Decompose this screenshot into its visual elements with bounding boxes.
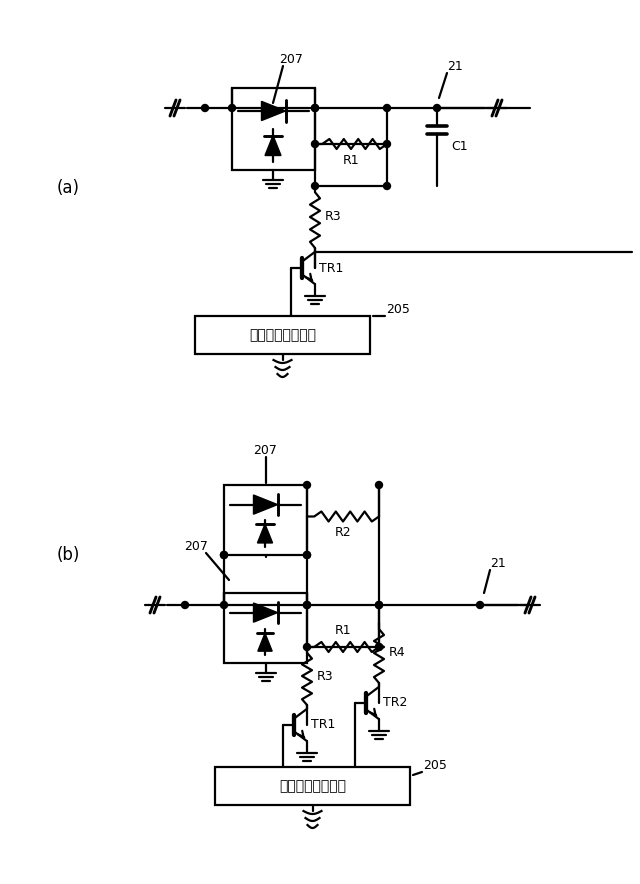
Circle shape <box>303 644 310 651</box>
Circle shape <box>221 552 227 559</box>
Bar <box>224 593 307 663</box>
Circle shape <box>312 104 319 111</box>
Text: 21: 21 <box>490 557 506 570</box>
Circle shape <box>303 552 310 559</box>
Text: オンオフ制御回路: オンオフ制御回路 <box>249 328 316 342</box>
Circle shape <box>182 601 189 608</box>
Bar <box>215 767 410 805</box>
Circle shape <box>303 601 310 608</box>
Circle shape <box>383 182 390 189</box>
Polygon shape <box>262 102 285 120</box>
Circle shape <box>433 104 440 111</box>
Circle shape <box>312 104 319 111</box>
Polygon shape <box>253 603 278 622</box>
Circle shape <box>312 141 319 148</box>
Polygon shape <box>265 135 281 156</box>
Text: TR1: TR1 <box>319 262 343 275</box>
Text: (a): (a) <box>56 179 79 197</box>
Circle shape <box>303 482 310 489</box>
Circle shape <box>477 601 483 608</box>
Text: (b): (b) <box>56 546 80 564</box>
Circle shape <box>312 182 319 189</box>
Polygon shape <box>258 633 272 652</box>
Text: 205: 205 <box>423 759 447 772</box>
Text: TR2: TR2 <box>383 697 407 710</box>
Text: R3: R3 <box>325 210 342 224</box>
Text: R4: R4 <box>389 646 406 659</box>
Text: 207: 207 <box>279 53 303 66</box>
Circle shape <box>376 601 383 608</box>
Circle shape <box>383 141 390 148</box>
Bar <box>232 88 315 170</box>
Text: 207: 207 <box>253 444 277 457</box>
Circle shape <box>221 552 227 559</box>
Text: R3: R3 <box>317 669 333 682</box>
Circle shape <box>376 601 383 608</box>
Text: TR1: TR1 <box>311 719 335 731</box>
Circle shape <box>303 552 310 559</box>
Circle shape <box>202 104 209 111</box>
Circle shape <box>221 601 227 608</box>
Polygon shape <box>257 524 273 543</box>
Circle shape <box>376 644 383 651</box>
Circle shape <box>228 104 236 111</box>
Polygon shape <box>253 495 278 514</box>
Bar <box>195 316 370 354</box>
Text: 21: 21 <box>447 60 463 73</box>
Text: オンオフ制御回路: オンオフ制御回路 <box>279 779 346 793</box>
Text: R2: R2 <box>335 527 351 539</box>
Circle shape <box>376 482 383 489</box>
Circle shape <box>303 601 310 608</box>
Text: 205: 205 <box>386 303 410 316</box>
Circle shape <box>383 104 390 111</box>
Text: R1: R1 <box>335 624 351 637</box>
Circle shape <box>376 644 383 651</box>
Text: C1: C1 <box>451 141 468 154</box>
Bar <box>224 485 307 555</box>
Text: 207: 207 <box>184 540 208 553</box>
Text: R1: R1 <box>342 154 359 167</box>
